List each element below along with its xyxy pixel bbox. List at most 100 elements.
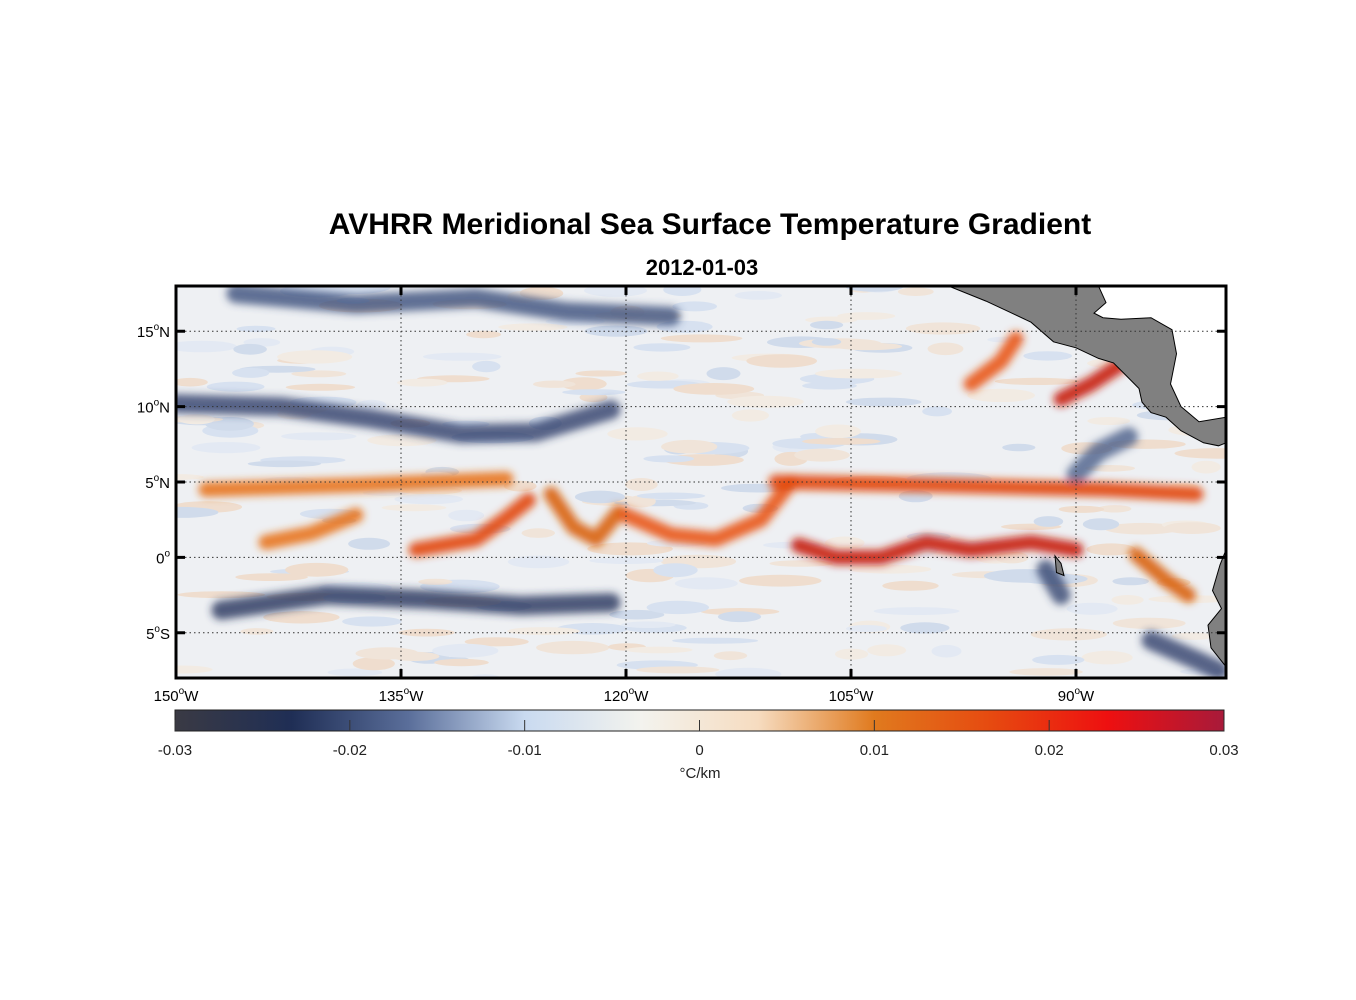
texture-blob	[327, 668, 383, 677]
map-title: AVHRR Meridional Sea Surface Temperature…	[329, 208, 1091, 241]
texture-blob	[1085, 465, 1135, 472]
texture-blob	[731, 409, 770, 422]
texture-blob	[1174, 448, 1226, 459]
south-america-land	[1207, 549, 1226, 678]
colorbar-tick-label: 0.02	[1035, 742, 1064, 759]
lon-label: 90oW	[1058, 686, 1095, 705]
colorbar-tick-label: 0.01	[860, 742, 889, 759]
colorbar-tick-label: -0.01	[508, 742, 542, 759]
texture-blob	[1033, 516, 1064, 527]
texture-blob	[498, 323, 568, 331]
cold-band-galapagos-cold	[1036, 559, 1071, 605]
colorbar-tick-label: -0.02	[333, 742, 367, 759]
cold-band-itcz-cold-10n	[176, 394, 621, 444]
texture-blob	[734, 291, 782, 300]
texture-blob	[834, 648, 869, 660]
texture-blob	[472, 360, 501, 373]
texture-blob	[236, 325, 276, 333]
texture-blob	[1087, 417, 1131, 425]
texture-blob	[636, 666, 720, 674]
warm-front-equatorial-front-103	[791, 534, 1084, 565]
texture-blob	[845, 625, 887, 633]
texture-blob	[1098, 505, 1132, 513]
texture-blob	[798, 338, 882, 349]
texture-blob	[432, 643, 499, 658]
lat-label: 0o	[156, 548, 170, 567]
texture-blob	[1009, 668, 1083, 676]
texture-blob	[717, 611, 762, 623]
texture-blob	[1086, 543, 1136, 556]
lon-label: 150oW	[154, 686, 200, 705]
texture-blob	[1066, 602, 1118, 615]
texture-blob	[398, 628, 455, 637]
texture-blob	[1032, 654, 1085, 665]
texture-blob	[348, 537, 391, 550]
lat-label: 15oN	[137, 322, 170, 341]
texture-blob	[519, 286, 564, 300]
texture-blob	[643, 455, 694, 463]
texture-blob	[927, 342, 964, 356]
texture-blob	[882, 580, 939, 591]
texture-blob	[713, 651, 748, 661]
texture-blob	[825, 536, 865, 549]
texture-blob	[507, 627, 580, 636]
texture-blob	[625, 478, 658, 491]
central-america-land	[948, 286, 1226, 447]
texture-blob	[897, 287, 934, 297]
texture-blob	[646, 600, 709, 615]
caribbean-water	[1093, 286, 1226, 423]
texture-blob	[448, 509, 485, 522]
texture-blob	[176, 506, 219, 518]
texture-blob	[584, 325, 648, 337]
texture-blob	[1030, 628, 1108, 641]
texture-blob	[464, 637, 529, 647]
texture-blob	[397, 378, 448, 387]
texture-blob	[609, 609, 665, 620]
texture-blob	[177, 591, 265, 599]
texture-blob	[637, 371, 679, 381]
longitude-labels: 150oW 135oW 120oW 105oW 90oW	[154, 686, 1095, 705]
texture-blob	[367, 434, 437, 447]
texture-blob	[607, 427, 668, 441]
texture-blob	[176, 474, 204, 480]
texture-blob	[931, 644, 962, 658]
texture-blob	[1191, 460, 1221, 474]
texture-blob	[291, 370, 347, 378]
texture-blob	[727, 395, 804, 408]
texture-blob	[994, 551, 1029, 564]
texture-blob	[811, 338, 842, 346]
texture-blob	[739, 574, 822, 587]
texture-blob	[1112, 577, 1149, 586]
texture-blob	[285, 383, 356, 391]
texture-blob	[281, 432, 357, 441]
texture-blob	[191, 442, 261, 454]
texture-blob	[1002, 443, 1036, 452]
texture-blob	[660, 334, 743, 343]
texture-blob	[521, 528, 555, 538]
texture-blob	[621, 621, 676, 628]
texture-blob	[672, 301, 718, 312]
texture-blob	[1164, 522, 1221, 534]
colorbar: -0.03 -0.02 -0.01 0 0.01 0.02 0.03 °C/km	[158, 709, 1239, 782]
texture-blob	[178, 414, 215, 425]
texture-blob	[587, 542, 673, 556]
warm-front-north-front-5n-east	[768, 474, 1204, 502]
map-panel	[176, 286, 1226, 678]
map-subtitle: 2012-01-03	[646, 255, 759, 280]
texture-blob	[661, 439, 718, 454]
texture-blob	[845, 397, 922, 407]
lat-label: 5oN	[145, 473, 170, 492]
lat-label: 5oS	[146, 624, 170, 643]
gradient-bands	[176, 286, 1226, 678]
texture-blob	[814, 368, 902, 379]
texture-blob	[574, 490, 625, 504]
texture-blob	[232, 367, 270, 378]
texture-blob	[746, 354, 817, 368]
texture-blob	[898, 490, 933, 503]
warm-front-costa-rica-front	[963, 331, 1024, 392]
lon-label: 135oW	[379, 686, 425, 705]
texture-blob	[247, 460, 322, 468]
warm-front-gulf-front	[1053, 356, 1129, 407]
texture-blob	[1171, 632, 1214, 640]
texture-blob	[176, 665, 213, 674]
